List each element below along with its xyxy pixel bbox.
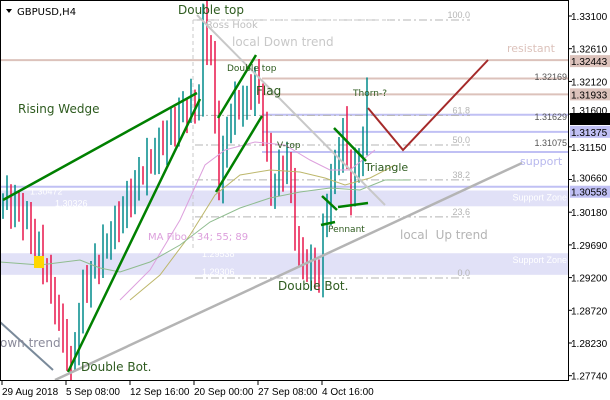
flag-label: Flag xyxy=(256,84,281,98)
y-tick-label: 1.28230 xyxy=(571,339,608,350)
fibo-level-label: 23.6 xyxy=(452,207,470,217)
y-tick-label: 1.31150 xyxy=(571,143,607,154)
pennant-upper xyxy=(321,195,338,211)
support-price-label: 1.31375 xyxy=(571,128,608,139)
y-tick-label: 1.29200 xyxy=(571,274,608,285)
y-tick-label: 1.31600 xyxy=(571,106,608,117)
pennant-lower xyxy=(320,220,336,227)
support-price-label-bg xyxy=(570,125,610,138)
zone-bottom-value: 1.29306 xyxy=(202,267,235,277)
rising-wedge-upper xyxy=(2,91,198,202)
support-label: support xyxy=(520,155,563,168)
y-tick-label: 1.30180 xyxy=(571,208,608,219)
level-value-label: 1.32169 xyxy=(534,72,567,82)
y-tick-label: 1.30660 xyxy=(571,174,608,185)
ma34-line xyxy=(119,141,376,301)
y-tick-label: 1.32610 xyxy=(571,45,608,56)
zone-top-value: 1.29538 xyxy=(202,249,235,259)
rising-wedge-label: Rising Wedge xyxy=(18,102,99,116)
ma-fibo-label: MA Fibo - 34; 55; 89 xyxy=(148,232,248,243)
x-tick-label: 5 Sep 08:00 xyxy=(66,387,120,398)
resistant-label: resistant xyxy=(507,42,556,55)
support-zone xyxy=(0,253,569,275)
support-zone xyxy=(0,190,569,207)
plot-frame xyxy=(0,0,569,381)
local-down-trend-line xyxy=(196,14,386,206)
ma55-line xyxy=(129,164,396,301)
x-tick-label: 4 Oct 16:00 xyxy=(322,387,374,398)
y-tick-label: 1.29690 xyxy=(571,241,608,252)
zone-bottom-value: 1.30326 xyxy=(55,198,88,208)
current-price-label-bg xyxy=(570,113,610,125)
level-value-label: 1.31629 xyxy=(534,112,567,122)
flag-line xyxy=(214,115,264,193)
current-price-label: 1.31600 xyxy=(571,115,608,126)
support-price-label-bg xyxy=(570,185,610,198)
collapse-triangle-icon[interactable] xyxy=(6,9,12,13)
v-top-label: V-top xyxy=(277,141,301,151)
fibo-level-label: 50.0 xyxy=(452,135,470,145)
double-bot-right-label: Double Bot. xyxy=(278,279,348,293)
double-bot-left-label: Double Bot. xyxy=(81,360,151,374)
support-price-label: 1.30558 xyxy=(571,188,608,199)
fibo-level-label: 38.2 xyxy=(452,170,470,180)
fibo-level-label: 61.8 xyxy=(452,105,470,115)
triangle-lower xyxy=(337,201,369,209)
y-tick-label: 1.33100 xyxy=(571,12,608,23)
double-top-label: Double top xyxy=(178,3,244,17)
resistance-price-label: 1.32443 xyxy=(571,57,608,68)
support-zone-label: Support Zone xyxy=(512,193,567,203)
ross-hook-label: Ross Hook xyxy=(206,20,258,31)
double-top-line xyxy=(216,54,258,119)
y-tick-label: 1.27740 xyxy=(571,372,608,383)
x-tick-label: 29 Aug 2018 xyxy=(2,387,59,398)
fibo-level-label: 100.0 xyxy=(447,10,470,20)
level-value-label: 1.31075 xyxy=(534,138,567,148)
resistance-price-label-bg xyxy=(570,55,610,68)
ma89-line xyxy=(0,179,410,273)
thorn-label: Thorn-? xyxy=(352,89,387,99)
down-trend-line xyxy=(0,321,54,371)
resistance-price-label: 1.31933 xyxy=(571,90,608,101)
down-trend-label: own trend xyxy=(0,336,61,350)
x-tick-label: 27 Sep 08:00 xyxy=(258,387,318,398)
marker-square xyxy=(34,256,44,268)
support-zone-label: Support Zone xyxy=(512,255,567,265)
double-top-small-label: Double top xyxy=(227,64,277,74)
x-tick-label: 12 Sep 16:00 xyxy=(130,387,190,398)
y-tick-label: 1.28720 xyxy=(571,306,608,317)
triangle-upper xyxy=(333,127,367,162)
symbol-title: GBPUSD,H4 xyxy=(17,7,76,18)
local-up-trend-line xyxy=(54,161,523,382)
pennant-label: Pennant xyxy=(328,225,365,235)
local-down-trend-label: local Down trend xyxy=(232,35,334,49)
x-tick-label: 20 Sep 00:00 xyxy=(194,387,254,398)
resistance-price-label-bg xyxy=(570,88,610,101)
fibo-level-label: 0.0 xyxy=(457,268,470,278)
forecast-zigzag xyxy=(367,59,489,152)
local-up-trend-label: local Up trend xyxy=(400,228,488,242)
zone-top-value: 1.30472 xyxy=(30,187,63,197)
y-tick-label: 1.32120 xyxy=(571,77,608,88)
rising-wedge-lower xyxy=(66,98,202,373)
triangle-label: Triangle xyxy=(364,161,408,174)
